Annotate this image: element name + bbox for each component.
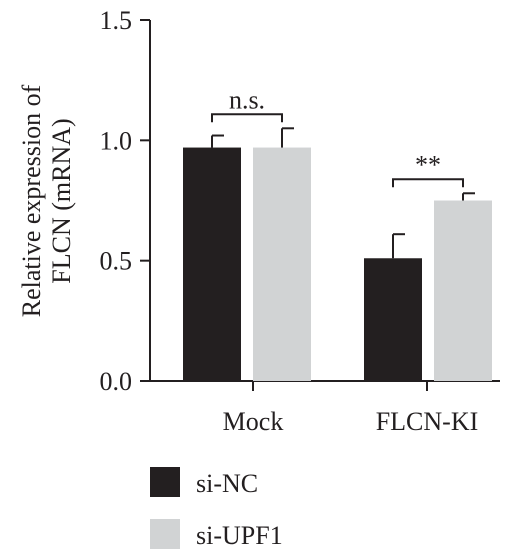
y-tick-label: 1.0 bbox=[100, 126, 133, 155]
significance-label: n.s. bbox=[229, 85, 265, 114]
legend-label: si-NC bbox=[196, 469, 258, 498]
significance-bracket bbox=[211, 113, 283, 123]
x-tick-label: FLCN-KI bbox=[376, 407, 479, 436]
bar bbox=[183, 147, 241, 381]
y-tick-label: 0.0 bbox=[100, 367, 133, 396]
legend-label: si-UPF1 bbox=[196, 521, 283, 550]
y-tick-label: 0.5 bbox=[100, 247, 133, 276]
significance-bracket bbox=[392, 178, 464, 188]
y-axis-label: Relative expression ofFLCN (mRNA) bbox=[17, 84, 76, 317]
y-axis: 0.0 0.5 1.0 1.5 bbox=[100, 6, 151, 396]
bars bbox=[183, 127, 492, 381]
y-axis-label-line: FLCN (mRNA) bbox=[47, 118, 76, 283]
y-tick-label: 1.5 bbox=[100, 6, 133, 35]
x-axis: Mock FLCN-KI bbox=[150, 380, 500, 436]
bar bbox=[364, 258, 422, 381]
x-tick-label: Mock bbox=[223, 407, 284, 436]
y-axis-label-line: Relative expression of bbox=[17, 84, 46, 317]
significance-annotations: n.s. ** bbox=[211, 85, 464, 188]
y-axis-title: Relative expression ofFLCN (mRNA) bbox=[17, 84, 76, 317]
legend-swatch bbox=[150, 467, 180, 497]
bar bbox=[253, 147, 311, 381]
bar bbox=[434, 200, 492, 381]
significance-label: ** bbox=[415, 150, 441, 179]
legend: si-NC si-UPF1 bbox=[150, 467, 283, 550]
legend-swatch bbox=[150, 519, 180, 549]
